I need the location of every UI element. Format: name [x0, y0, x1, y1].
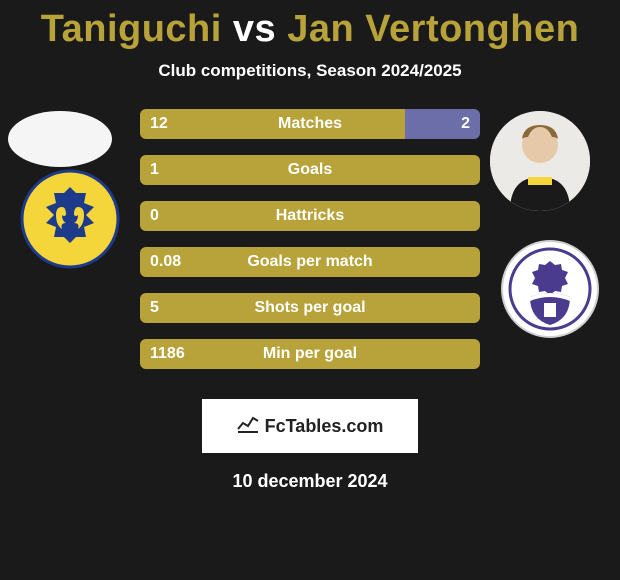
- stat-row: 122Matches: [140, 109, 480, 139]
- shield-icon: [20, 169, 120, 269]
- stat-row: 0.08Goals per match: [140, 247, 480, 277]
- stat-label: Shots per goal: [140, 293, 480, 323]
- player1-photo: [8, 111, 112, 167]
- comparison-arena: 122Matches 1Goals 0Hattricks 0.08Goals per …: [0, 109, 620, 379]
- footer-date: 10 december 2024: [0, 471, 620, 492]
- stat-label: Hattricks: [140, 201, 480, 231]
- club1-badge: [20, 169, 120, 269]
- stat-label: Goals per match: [140, 247, 480, 277]
- stat-row: 0Hattricks: [140, 201, 480, 231]
- stat-row: 1186Min per goal: [140, 339, 480, 369]
- shield-icon: [500, 239, 600, 339]
- player2-photo: [490, 111, 590, 211]
- chart-icon: [237, 415, 259, 438]
- title-player2: Jan Vertonghen: [287, 8, 579, 50]
- stat-row: 1Goals: [140, 155, 480, 185]
- subtitle: Club competitions, Season 2024/2025: [0, 61, 620, 81]
- club2-badge: [500, 239, 600, 339]
- stat-label: Goals: [140, 155, 480, 185]
- stat-label: Min per goal: [140, 339, 480, 369]
- stat-row: 5Shots per goal: [140, 293, 480, 323]
- stat-label: Matches: [140, 109, 480, 139]
- comparison-title: Taniguchi vs Jan Vertonghen: [0, 0, 620, 51]
- person-icon: [490, 111, 590, 211]
- title-player1: Taniguchi: [41, 8, 222, 50]
- title-vs: vs: [233, 8, 276, 50]
- brand-text: FcTables.com: [265, 416, 384, 437]
- stat-bars: 122Matches 1Goals 0Hattricks 0.08Goals per …: [140, 109, 480, 385]
- brand-box: FcTables.com: [202, 399, 418, 453]
